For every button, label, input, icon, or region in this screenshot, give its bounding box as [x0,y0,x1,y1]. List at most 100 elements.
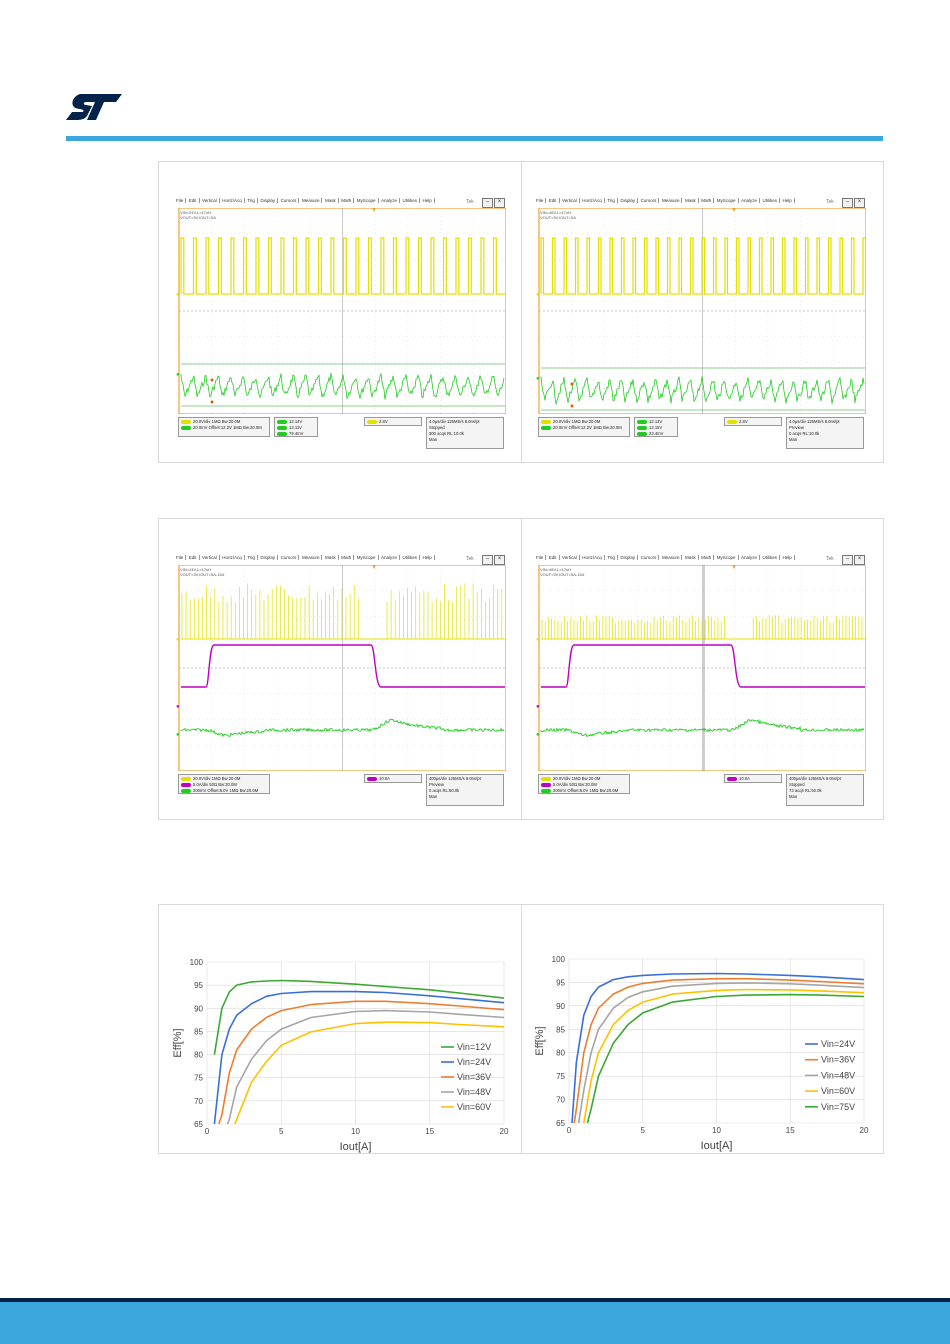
scope-menu-item[interactable]: File [536,198,547,203]
scope-menu-item[interactable]: Analyze [741,555,761,560]
channel-setting[interactable]: 200mV Offset:5.0V 1MΩ Bw:20.0M [541,788,627,793]
scope-menu-item[interactable]: Help [423,198,435,203]
scope-menu-item[interactable]: Measure [302,555,323,560]
scope-menu-item[interactable]: Cursors [281,198,300,203]
channel-setting[interactable]: 20.0mV Offset:12.2V 1MΩ Bw:20.0M [181,425,267,431]
scope-menu-item[interactable]: Display [260,198,279,203]
x-tick-label: 5 [641,1126,646,1135]
y-tick-label: 90 [194,1004,203,1013]
scope-condition-label: VOUT=5V,IOUT=5A-15A [540,572,585,577]
scope-menu-item[interactable]: Edit [549,198,560,203]
series-line [213,990,504,1124]
scope-menu-item[interactable]: Trig [247,555,258,560]
trigger-level[interactable]: 10.0A [739,776,750,781]
scope-menu-item[interactable]: MyScope [357,198,379,203]
scope-menu-item[interactable]: Help [783,198,795,203]
scope-menu-item[interactable]: MyScope [717,198,739,203]
close-button[interactable]: × [494,198,505,208]
scope-menu-item[interactable]: Edit [189,198,200,203]
svg-text:●: ● [176,704,180,710]
scope-brand-label: Tek [826,556,834,562]
scope-menu-item[interactable]: Analyze [381,198,401,203]
scope-condition-label: VIN=24V,L=47uH [180,567,211,572]
scope-menu-item[interactable]: Math [341,198,355,203]
channel-setting[interactable]: 5.0A/div 50Ω Bw:20.0M [181,782,267,788]
scope-menu-item[interactable]: Utilities [763,555,781,560]
channel-setting[interactable]: 20.0mV Offset:12.2V 1MΩ Bw:20.0M [541,425,627,431]
acquisition-info: Man [429,437,438,442]
channel-setting[interactable]: 200mV Offset:5.0V 1MΩ Bw:20.0M [181,788,267,793]
scope-menu-item[interactable]: Vertical [562,198,580,203]
x-tick-label: 10 [351,1127,360,1136]
y-tick-label: 100 [190,958,204,967]
scope-brand-label: Tek [826,199,834,205]
channel-settings-box: 20.0V/div 1MΩ Bw:20.0M 5.0A/div 50Ω Bw:20… [538,774,630,794]
scope-menu-item[interactable]: Measure [302,198,323,203]
minimize-button[interactable]: – [482,555,493,565]
scope-menu-item[interactable]: MyScope [717,555,739,560]
scope-menu-item[interactable]: File [536,555,547,560]
scope-menu-item[interactable]: Mask [325,555,339,560]
scope-menu-item[interactable]: Horiz/Acq [582,198,605,203]
scope-menu-item[interactable]: File [176,555,187,560]
channel-setting[interactable]: 5.0A/div 50Ω Bw:20.0M [541,782,627,788]
scope-menu-item[interactable]: Utilities [403,555,421,560]
close-button[interactable]: × [854,555,865,565]
scope-menu-item[interactable]: Vertical [202,198,220,203]
scope-info-bar: 20.0V/div 1MΩ Bw:20.0M 20.0mV Offset:12.2… [176,414,506,452]
scope-menu-bar: File Edit Vertical Horiz/Acq Trig Display Curs… [536,555,866,565]
scope-condition-label: VIN=24V,L=47uH [180,210,211,215]
scope-menu-item[interactable]: Mask [325,198,339,203]
scope-menu-item[interactable]: Display [260,555,279,560]
scope-menu-item[interactable]: Mask [685,555,699,560]
channel-setting[interactable]: 20.0V/div 1MΩ Bw:20.0M [181,419,267,425]
svg-text:●: ● [536,732,540,738]
scope-menu-item[interactable]: Analyze [741,198,761,203]
scope-menu-item[interactable]: Analyze [381,555,401,560]
scope-menu-item[interactable]: Edit [189,555,200,560]
close-button[interactable]: × [854,198,865,208]
scope-menu-item[interactable]: Horiz/Acq [222,198,245,203]
scope-menu-item[interactable]: Edit [549,555,560,560]
scope-menu-item[interactable]: Math [701,198,715,203]
scope-menu-item[interactable]: File [176,198,187,203]
channel-setting[interactable]: 20.0V/div 1MΩ Bw:20.0M [541,776,627,782]
scope-menu-item[interactable]: Math [341,555,355,560]
scope-menu-item[interactable]: Cursors [641,555,660,560]
scope-capture-labels: VIN=24V,L=47uH VOUT=5V,IOUT=5A-15A [180,567,224,577]
scope-menu-item[interactable]: Horiz/Acq [222,555,245,560]
scope-menu-item[interactable]: Math [701,555,715,560]
trigger-box: 10.0A [364,774,422,783]
scope-menu-item[interactable]: Trig [247,198,258,203]
series-line [586,993,864,1123]
channel-setting[interactable]: 20.0V/div 1MΩ Bw:20.0M [541,419,627,425]
trigger-level[interactable]: 10.0A [379,776,390,781]
scope-menu-item[interactable]: Trig [607,555,618,560]
scope-menu-item[interactable]: Utilities [403,198,421,203]
minimize-button[interactable]: – [842,555,853,565]
scope-menu-item[interactable]: Vertical [562,555,580,560]
minimize-button[interactable]: – [842,198,853,208]
scope-menu-item[interactable]: Trig [607,198,618,203]
scope-menu-item[interactable]: Help [423,555,435,560]
trigger-level[interactable]: 2.8V [739,419,748,424]
figure-panel-efficiency: 65 70 75 80 85 90 95 100 0 5 10 15 20 Iout[A] Eff[%] Vi… [158,904,884,1154]
trigger-level[interactable]: 2.8V [379,419,388,424]
scope-menu-item[interactable]: Display [620,555,639,560]
channel-setting[interactable]: 20.0V/div 1MΩ Bw:20.0M [181,776,267,782]
scope-menu-item[interactable]: Mask [685,198,699,203]
scope-menu-item[interactable]: Measure [662,555,683,560]
scope-menu-item[interactable]: Cursors [641,198,660,203]
acquisition-info: Man [429,794,438,799]
scope-menu-item[interactable]: Cursors [281,555,300,560]
scope-menu-item[interactable]: Vertical [202,555,220,560]
minimize-button[interactable]: – [482,198,493,208]
scope-menu-item[interactable]: Help [783,555,795,560]
y-tick-label: 75 [194,1074,203,1083]
scope-menu-item[interactable]: Display [620,198,639,203]
scope-menu-item[interactable]: Measure [662,198,683,203]
close-button[interactable]: × [494,555,505,565]
scope-menu-item[interactable]: Utilities [763,198,781,203]
scope-menu-item[interactable]: Horiz/Acq [582,555,605,560]
scope-menu-item[interactable]: MyScope [357,555,379,560]
